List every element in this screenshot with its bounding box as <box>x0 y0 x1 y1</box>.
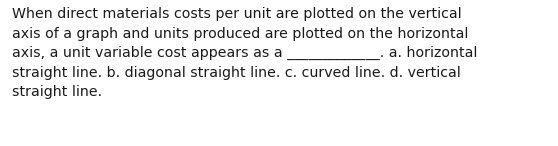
Text: When direct materials costs per unit are plotted on the vertical
axis of a graph: When direct materials costs per unit are… <box>12 7 478 99</box>
